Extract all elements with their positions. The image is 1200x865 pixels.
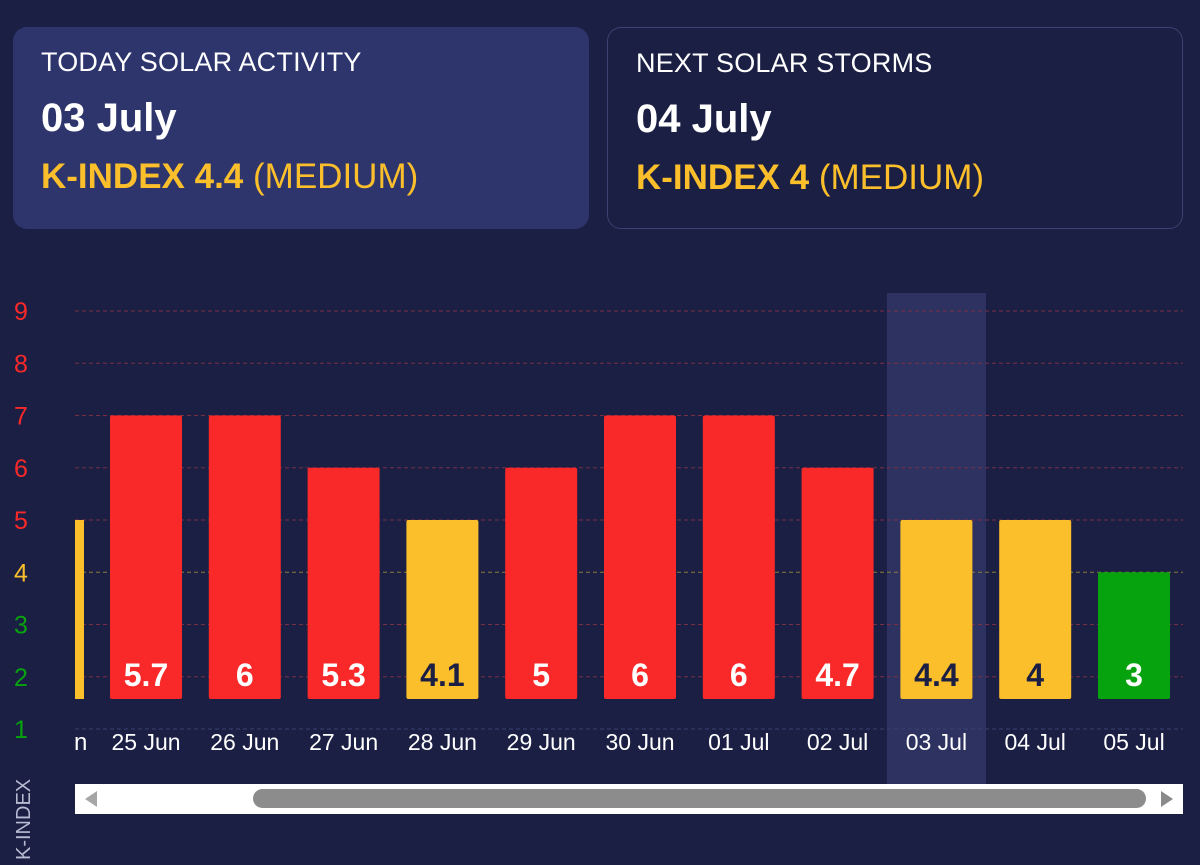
y-tick-label: 7 — [14, 403, 28, 431]
bar-28-jun — [406, 520, 479, 699]
y-tick-label: 5 — [14, 507, 28, 535]
bar-value-label: 4.7 — [815, 657, 859, 693]
bar-value-label: 5.3 — [321, 657, 365, 693]
bar-01-jul — [702, 415, 775, 699]
today-k-index: K-INDEX 4.4 (MEDIUM) — [41, 157, 561, 197]
x-tick-label: 29 Jun — [507, 729, 576, 755]
today-card-title: TODAY SOLAR ACTIVITY — [41, 47, 362, 77]
x-tick-label: 05 Jul — [1103, 729, 1164, 755]
bar-value-label: 3 — [1125, 657, 1143, 693]
bar-value-label: 4.4 — [914, 657, 959, 693]
next-k-index: K-INDEX 4 (MEDIUM) — [636, 158, 1154, 198]
x-tick-label: 28 Jun — [408, 729, 477, 755]
x-tick-label: 27 Jun — [309, 729, 378, 755]
today-card-date: 03 July — [41, 96, 177, 140]
scroll-left-arrow-icon[interactable] — [85, 791, 97, 807]
scroll-right-arrow-icon[interactable] — [1161, 791, 1173, 807]
bar-value-label: 6 — [730, 657, 748, 693]
today-k-index-value: K-INDEX 4.4 — [41, 157, 244, 196]
next-solar-storms-card: NEXT SOLAR STORMS 04 July K-INDEX 4 (MED… — [607, 27, 1183, 229]
y-tick-label: 6 — [14, 455, 28, 483]
y-tick-label: 1 — [14, 716, 28, 744]
bar-25-jun — [110, 415, 182, 699]
next-k-index-value: K-INDEX 4 — [636, 158, 810, 197]
x-tick-label-partial: n — [74, 729, 87, 756]
bar-value-label: 5.7 — [124, 657, 168, 693]
bar-value-label: 4.1 — [420, 657, 464, 693]
today-solar-activity-card: TODAY SOLAR ACTIVITY 03 July K-INDEX 4.4… — [13, 27, 589, 229]
bar-27-jun — [307, 467, 380, 699]
bar-value-label: 6 — [236, 657, 254, 693]
y-tick-label: 2 — [14, 664, 28, 692]
y-axis-title: K-INDEX — [13, 779, 35, 860]
x-tick-label: 01 Jul — [708, 729, 769, 755]
bar-partial — [75, 520, 84, 699]
scroll-thumb[interactable] — [253, 789, 1146, 808]
y-tick-label: 4 — [14, 559, 28, 587]
bar-value-label: 5 — [532, 657, 550, 693]
bar-29-jun — [505, 467, 578, 699]
x-tick-label: 03 Jul — [906, 729, 967, 755]
x-tick-label: 30 Jun — [605, 729, 674, 755]
y-tick-label: 8 — [14, 350, 28, 378]
today-k-index-level: (MEDIUM) — [253, 157, 419, 196]
next-card-title: NEXT SOLAR STORMS — [636, 48, 933, 78]
bar-value-label: 4 — [1026, 657, 1044, 693]
next-k-index-level: (MEDIUM) — [818, 158, 985, 197]
bar-26-jun — [208, 415, 281, 699]
chart-horizontal-scrollbar[interactable] — [75, 784, 1183, 814]
bar-30-jun — [604, 415, 676, 699]
bar-02-jul — [801, 467, 874, 699]
next-card-date: 04 July — [636, 97, 772, 141]
bar-value-label: 6 — [631, 657, 649, 693]
x-tick-label: 04 Jul — [1005, 729, 1066, 755]
bar-05-jul — [1098, 572, 1170, 699]
x-tick-label: 25 Jun — [111, 729, 180, 755]
bar-03-jul — [900, 520, 973, 699]
bar-04-jul — [999, 520, 1072, 699]
y-tick-label: 9 — [14, 298, 28, 326]
x-tick-label: 02 Jul — [807, 729, 868, 755]
x-tick-label: 26 Jun — [210, 729, 279, 755]
y-tick-label: 3 — [14, 612, 28, 640]
